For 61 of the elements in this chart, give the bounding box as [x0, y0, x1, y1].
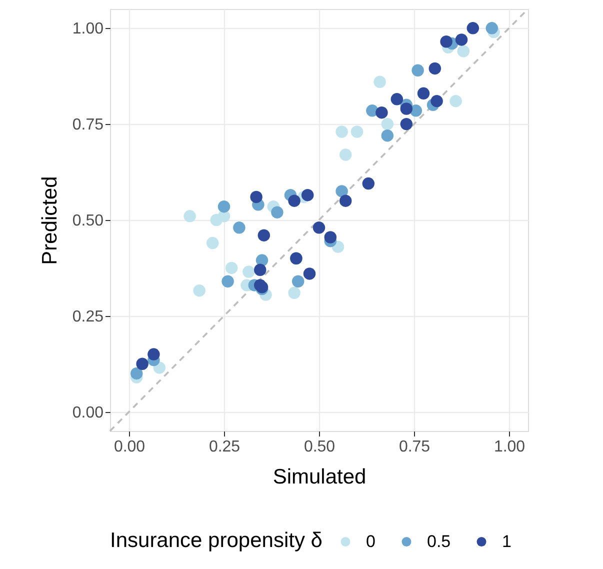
- point: [381, 129, 394, 142]
- point: [242, 266, 255, 278]
- point: [466, 22, 480, 34]
- point: [339, 194, 352, 207]
- point: [303, 268, 316, 280]
- point: [193, 284, 206, 297]
- point: [250, 190, 262, 204]
- point: [450, 94, 462, 108]
- point: [225, 262, 238, 274]
- point: [428, 62, 442, 75]
- y-tick-label: 0.00: [72, 404, 104, 422]
- point: [254, 264, 266, 276]
- point: [130, 367, 143, 380]
- y-axis-title: Predicted: [38, 176, 62, 265]
- x-tick-label: 0.00: [114, 438, 146, 456]
- y-tick-label: 0.75: [72, 116, 104, 134]
- point: [136, 358, 148, 370]
- point: [271, 206, 284, 218]
- point: [292, 275, 304, 288]
- legend-label: 0.5: [427, 532, 451, 551]
- point: [376, 106, 388, 119]
- point: [390, 93, 404, 106]
- point: [339, 148, 352, 161]
- point: [381, 118, 394, 130]
- y-tick-label: 0.25: [72, 308, 104, 326]
- point: [218, 200, 230, 213]
- x-tick-label: 0.25: [208, 438, 240, 456]
- legend-label: 1: [502, 532, 512, 551]
- point: [486, 22, 498, 34]
- point: [400, 102, 413, 115]
- point: [374, 76, 386, 88]
- point: [258, 229, 270, 242]
- point: [457, 45, 470, 58]
- y-tick-label: 1.00: [72, 20, 104, 38]
- point: [417, 87, 430, 100]
- point: [288, 286, 300, 300]
- point: [206, 236, 219, 250]
- point: [184, 210, 196, 222]
- point: [400, 118, 413, 130]
- point: [362, 177, 375, 190]
- legend-label: 0: [366, 532, 376, 551]
- point: [233, 222, 246, 234]
- point: [148, 348, 160, 360]
- point: [440, 35, 452, 48]
- x-tick-label: 0.50: [304, 438, 336, 456]
- point: [336, 126, 348, 138]
- point: [324, 231, 337, 244]
- y-tick-label: 0.50: [72, 212, 104, 230]
- point: [350, 126, 364, 138]
- point: [288, 194, 300, 207]
- point: [455, 34, 468, 46]
- point: [222, 275, 234, 288]
- legend-title: Insurance propensity δ: [110, 529, 322, 552]
- point: [430, 94, 443, 108]
- point: [412, 64, 424, 76]
- point: [301, 188, 314, 202]
- point: [312, 222, 326, 234]
- x-tick-label: 0.75: [398, 438, 430, 456]
- x-axis-title: Simulated: [272, 466, 366, 488]
- x-tick-label: 1.00: [494, 438, 526, 456]
- point: [336, 185, 348, 198]
